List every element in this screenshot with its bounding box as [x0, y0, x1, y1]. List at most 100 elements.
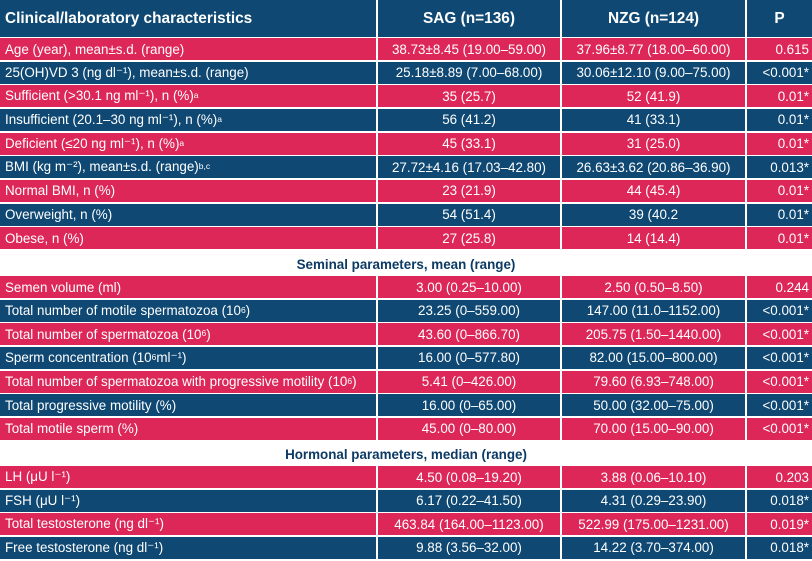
table-row: Insufficient (20.1–30 ng ml⁻¹), n (%) a 56… — [0, 108, 812, 131]
row-label: Age (year), mean±s.d. (range) — [0, 38, 376, 60]
sag-value: 45.00 (0–80.00) — [378, 417, 560, 440]
table-row: Free testosterone (ng dl⁻¹) 9.88 (3.56–32… — [0, 536, 812, 559]
row-label: Total motile sperm (%) — [0, 417, 376, 440]
sag-value: 16.00 (0–65.00) — [378, 394, 560, 417]
p-value-text: <0.001* — [762, 350, 809, 366]
table-row: Semen volume (ml) 3.00 (0.25–10.00) 2.50 (… — [0, 276, 812, 298]
sag-value: 16.00 (0–577.80) — [378, 346, 560, 369]
p-value: 0.203 — [747, 466, 812, 488]
row-label: FSH (μU l⁻¹) — [0, 489, 376, 512]
sag-value-text: 35 (25.7) — [442, 88, 496, 104]
table-row: Total number of spermatozoa (10 6) 43.60 (… — [0, 323, 812, 346]
sag-value: 27 (25.8) — [378, 227, 560, 250]
p-value-text: <0.001* — [762, 421, 809, 437]
sag-value-text: 27.72±4.16 (17.03–42.80) — [391, 159, 547, 175]
table-row: Obese, n (%) 27 (25.8) 14 (14.4) 0.01* — [0, 227, 812, 250]
nzg-value: 14 (14.4) — [562, 227, 745, 250]
nzg-value: 26.63±3.62 (20.86–36.90) — [562, 156, 745, 179]
sag-value: 23 (21.9) — [378, 179, 560, 202]
nzg-value: 37.96±8.77 (18.00–60.00) — [562, 38, 745, 60]
nzg-value-text: 3.88 (0.06–10.10) — [600, 469, 707, 485]
table-row: Total progressive motility (%) 16.00 (0–6… — [0, 394, 812, 417]
p-value-text: <0.001* — [762, 397, 809, 413]
p-value-text: 0.615 — [775, 41, 809, 57]
nzg-value-text: 50.00 (32.00–75.00) — [593, 397, 714, 413]
p-value: 0.018* — [747, 536, 812, 559]
nzg-value: 522.99 (175.00–1231.00) — [562, 513, 745, 536]
nzg-value: 147.00 (11.0–1152.00) — [562, 299, 745, 322]
nzg-value: 41 (33.1) — [562, 108, 745, 131]
sag-value-text: 463.84 (164.00–1123.00) — [394, 516, 544, 532]
row-label: Total progressive motility (%) — [0, 394, 376, 417]
p-value-text: 0.01* — [777, 136, 809, 152]
row-label-text: Total number of motile spermatozoa (10 — [5, 303, 241, 319]
table-row: Normal BMI, n (%) 23 (21.9) 44 (45.4) 0.01* — [0, 179, 812, 202]
table-row: Total testosterone (ng dl⁻¹) 463.84 (164.… — [0, 513, 812, 536]
row-label-unit-tail: ) — [206, 326, 211, 342]
p-value: 0.01* — [747, 85, 812, 108]
nzg-value-text: 37.96±8.77 (18.00–60.00) — [576, 41, 731, 57]
row-label-text: Total testosterone (ng dl⁻¹) — [5, 516, 164, 532]
sag-value-text: 56 (41.2) — [442, 112, 496, 128]
nzg-value: 79.60 (6.93–748.00) — [562, 370, 745, 393]
nzg-value: 52 (41.9) — [562, 85, 745, 108]
row-label-text: FSH (μU l⁻¹) — [5, 492, 81, 508]
row-label-text: Insufficient (20.1–30 ng ml⁻¹), n (%) — [5, 111, 218, 127]
p-value-text: 0.244 — [775, 279, 809, 295]
row-label: Total number of spermatozoa (10 6) — [0, 323, 376, 346]
table-row: Sufficient (>30.1 ng ml⁻¹), n (%) a 35 (25… — [0, 85, 812, 108]
row-label: Obese, n (%) — [0, 227, 376, 250]
sag-value-text: 6.17 (0.22–41.50) — [416, 493, 522, 509]
p-value: <0.001* — [747, 299, 812, 322]
table-row: Total number of spermatozoa with progres… — [0, 370, 812, 393]
sag-value: 54 (51.4) — [378, 203, 560, 226]
sag-value-text: 43.60 (0–866.70) — [418, 326, 520, 342]
p-value: <0.001* — [747, 346, 812, 369]
sag-value-text: 38.73±8.45 (19.00–59.00) — [391, 41, 547, 57]
p-value: 0.018* — [747, 489, 812, 512]
nzg-value: 205.75 (1.50–1440.00) — [562, 323, 745, 346]
nzg-value-text: 44 (45.4) — [626, 183, 681, 199]
sag-value: 38.73±8.45 (19.00–59.00) — [378, 38, 560, 60]
sag-value: 27.72±4.16 (17.03–42.80) — [378, 156, 560, 179]
nzg-value-text: 52 (41.9) — [626, 88, 681, 104]
row-label-text: Free testosterone (ng dl⁻¹) — [5, 539, 164, 555]
p-value: 0.615 — [747, 38, 812, 60]
nzg-value: 30.06±12.10 (9.00–75.00) — [562, 61, 745, 84]
p-value-text: <0.001* — [762, 303, 809, 319]
nzg-value-text: 41 (33.1) — [626, 112, 681, 128]
row-label-text: Age (year), mean±s.d. (range) — [5, 41, 185, 57]
p-value: <0.001* — [747, 394, 812, 417]
sag-value: 23.25 (0–559.00) — [378, 299, 560, 322]
nzg-value: 50.00 (32.00–75.00) — [562, 394, 745, 417]
nzg-value: 82.00 (15.00–800.00) — [562, 346, 745, 369]
sag-value-text: 9.88 (3.56–32.00) — [416, 540, 522, 556]
sag-value-text: 4.50 (0.08–19.20) — [416, 469, 522, 485]
nzg-value-text: 82.00 (15.00–800.00) — [589, 350, 718, 366]
header-nzg: NZG (n=124) — [562, 0, 745, 37]
row-label: Total testosterone (ng dl⁻¹) — [0, 513, 376, 536]
sag-value: 463.84 (164.00–1123.00) — [378, 513, 560, 536]
nzg-value-text: 522.99 (175.00–1231.00) — [578, 516, 729, 532]
sag-value-text: 23.25 (0–559.00) — [418, 303, 520, 319]
header-characteristics: Clinical/laboratory characteristics — [0, 0, 376, 37]
row-label: Total number of spermatozoa with progres… — [0, 370, 376, 393]
row-label: Insufficient (20.1–30 ng ml⁻¹), n (%) a — [0, 108, 376, 131]
p-value: 0.01* — [747, 132, 812, 155]
table-row: 25(OH)VD 3 (ng dl⁻¹), mean±s.d. (range) 2… — [0, 61, 812, 84]
row-label: Sufficient (>30.1 ng ml⁻¹), n (%) a — [0, 85, 376, 108]
row-label-text: Obese, n (%) — [5, 230, 84, 246]
sag-value: 4.50 (0.08–19.20) — [378, 466, 560, 488]
table-row: LH (μU l⁻¹) 4.50 (0.08–19.20) 3.88 (0.06–1… — [0, 466, 812, 488]
sag-value: 5.41 (0–426.00) — [378, 370, 560, 393]
nzg-value-text: 14 (14.4) — [626, 230, 681, 246]
row-label: Overweight, n (%) — [0, 203, 376, 226]
p-value-text: 0.018* — [770, 540, 809, 556]
p-value-text: <0.001* — [762, 65, 809, 81]
row-label-text: Sufficient (>30.1 ng ml⁻¹), n (%) — [5, 88, 194, 104]
nzg-value: 39 (40.2 — [562, 203, 745, 226]
row-label-unit-tail: ) — [245, 303, 251, 319]
row-label-text: Total number of spermatozoa (10 — [5, 326, 202, 342]
row-label: Free testosterone (ng dl⁻¹) — [0, 536, 376, 559]
row-label-text: Total number of spermatozoa with progres… — [5, 374, 348, 390]
